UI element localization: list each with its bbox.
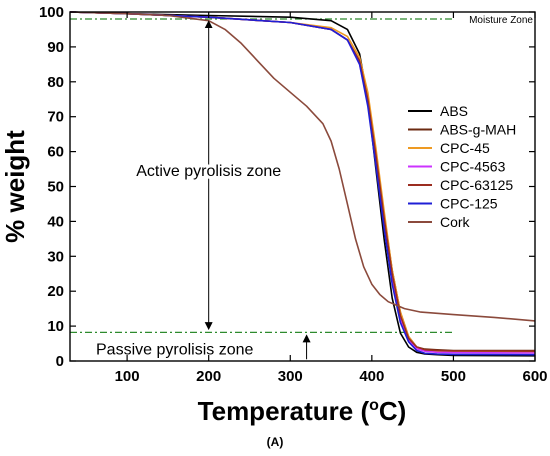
axes: 100 200 300 400 500 600 0 10 20 30 40 50 60 70 80 90 100… — [0, 4, 548, 449]
y-tick-label: 80 — [47, 74, 64, 91]
y-tick-label: 70 — [47, 109, 64, 126]
panel-label: (A) — [267, 435, 284, 449]
y-tick-label: 100 — [39, 4, 64, 21]
legend-label-cpc-4563: CPC-4563 — [440, 159, 506, 175]
moisture-zone-label: Moisture Zone — [469, 15, 533, 26]
legend-label-abs-g-mah: ABS-g-MAH — [440, 122, 516, 138]
x-axis-title: Temperature (oC) — [198, 396, 407, 426]
y-tick-label: 20 — [47, 283, 64, 300]
legend: ABS ABS-g-MAH CPC-45 CPC-4563 CPC-63125 CPC-1… — [408, 103, 516, 230]
y-axis-title: % weight — [0, 130, 30, 243]
annotations: Moisture Zone Active pyrolisis zone Passiv… — [96, 15, 533, 360]
x-tick-label: 400 — [359, 368, 384, 385]
legend-label-abs: ABS — [440, 103, 468, 119]
series-lines — [69, 11, 536, 357]
series-line-cpc-125 — [69, 11, 536, 356]
legend-label-cpc-45: CPC-45 — [440, 140, 490, 156]
y-tick-label: 60 — [47, 144, 64, 161]
y-tick-label: 90 — [47, 39, 64, 56]
legend-label-cpc-63125: CPC-63125 — [440, 177, 513, 193]
x-tick-label: 200 — [196, 368, 221, 385]
passive-zone-label: Passive pyrolisis zone — [96, 341, 254, 358]
y-tick-label: 10 — [47, 318, 64, 335]
y-tick-label: 50 — [47, 179, 64, 196]
legend-label-cork: Cork — [440, 214, 471, 230]
active-zone-label: Active pyrolisis zone — [136, 163, 281, 180]
y-tick-label: 0 — [56, 353, 64, 370]
legend-label-cpc-125: CPC-125 — [440, 196, 498, 212]
reference-lines — [70, 18, 454, 333]
y-tick-label: 40 — [47, 213, 64, 230]
x-tick-label: 100 — [115, 368, 140, 385]
x-tick-label: 300 — [278, 368, 303, 385]
x-tick-label: 500 — [441, 368, 466, 385]
x-tick-label: 600 — [522, 368, 547, 385]
series-line-cork — [69, 11, 536, 322]
y-tick-label: 30 — [47, 248, 64, 265]
